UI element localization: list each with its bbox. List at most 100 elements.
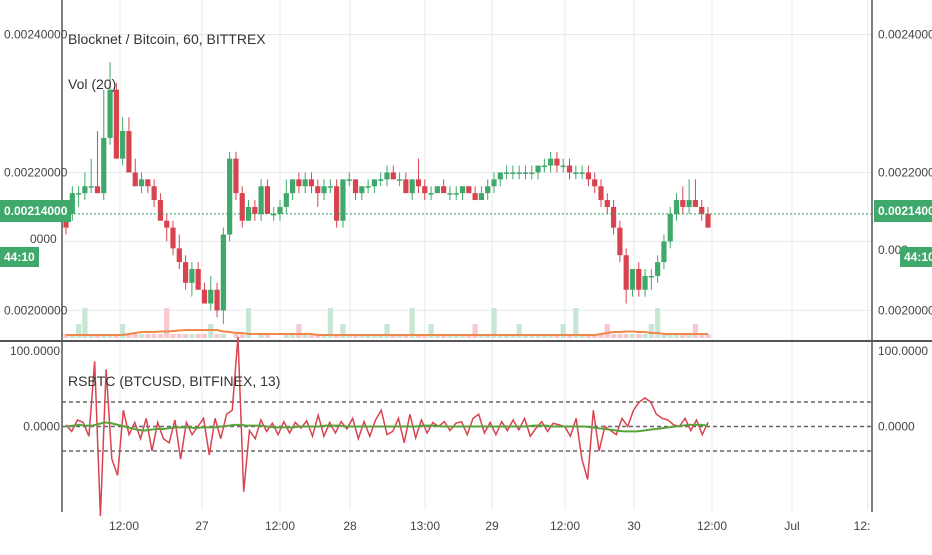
volume-bar <box>170 334 176 338</box>
candle-body <box>390 172 396 180</box>
candle-body <box>491 179 497 187</box>
volume-bar <box>289 334 296 338</box>
candle-body <box>648 275 654 278</box>
volume-bar <box>598 334 604 338</box>
candle-body <box>548 158 554 166</box>
candle-body <box>346 179 352 181</box>
time-tick: 29 <box>485 519 499 533</box>
volume-bar <box>692 324 699 338</box>
left-indicator-tick: 0.0000 <box>23 420 60 434</box>
candle-body <box>120 131 126 159</box>
candle-body <box>403 179 409 194</box>
candle-body <box>107 89 113 138</box>
volume-bar <box>680 334 686 338</box>
candle-body <box>327 186 333 188</box>
time-tick: 12:00 <box>550 519 580 533</box>
right-price-tick: 0.00220000 <box>878 165 932 179</box>
candle-body <box>459 186 466 194</box>
left-price-tick: 0.00240000 <box>4 27 68 41</box>
indicator-title: RSBTC (BTCUSD, BITFINEX, 13) <box>68 373 281 389</box>
candle-body <box>680 200 686 207</box>
volume-bar <box>340 324 346 338</box>
candle-body <box>201 289 208 304</box>
candle-body <box>94 186 101 194</box>
candle-body <box>308 179 315 187</box>
volume-bar <box>428 324 434 338</box>
candle-body <box>642 275 648 290</box>
volume-bar <box>189 334 195 338</box>
volume-bar <box>661 334 667 338</box>
candle-body <box>598 186 604 201</box>
candle-body <box>208 289 214 304</box>
candle-body <box>573 172 579 174</box>
candle-body <box>655 262 661 276</box>
candles <box>63 62 711 325</box>
volume-bar <box>75 324 82 338</box>
candle-body <box>302 179 308 187</box>
candle-body <box>705 213 711 228</box>
candle-body <box>334 186 340 221</box>
candle-body <box>126 131 132 173</box>
candle-body <box>447 193 453 195</box>
candle-body <box>585 172 592 180</box>
candle-body <box>214 289 220 311</box>
volume-bar <box>673 334 680 338</box>
candle-body <box>610 206 617 228</box>
volume-bar <box>560 324 566 338</box>
candle-body <box>617 227 623 256</box>
volume-bar <box>296 324 302 338</box>
candle-body <box>296 179 302 187</box>
volume-bar <box>648 324 654 338</box>
candle-body <box>283 193 289 207</box>
candle-body <box>623 255 629 290</box>
candle-body <box>101 137 107 194</box>
candle-body <box>75 193 82 195</box>
time-tick: 12:00 <box>697 519 727 533</box>
candle-body <box>566 165 573 173</box>
candle-body <box>277 206 283 214</box>
indicator-pane <box>62 336 872 517</box>
candle-body <box>252 206 258 214</box>
left-price-tick: 0.00200000 <box>4 303 68 317</box>
volume-bar <box>516 324 522 338</box>
volume-bar <box>195 334 201 338</box>
candle-body <box>673 200 680 214</box>
candle-body <box>699 206 705 214</box>
candle-body <box>132 172 138 187</box>
candle-body <box>88 186 94 188</box>
volume-bar <box>604 324 610 338</box>
candle-body <box>485 186 491 194</box>
candle-body <box>503 172 510 174</box>
candle-body <box>69 193 75 214</box>
right-indicator-tick: 0.0000 <box>878 420 915 434</box>
candle-body <box>692 200 699 207</box>
volume-bar <box>220 334 226 338</box>
candle-body <box>220 234 226 311</box>
candle-body <box>227 158 233 235</box>
left-countdown-badge: 44:10 <box>0 247 39 267</box>
candle-body <box>441 186 447 194</box>
candle-body <box>579 172 585 174</box>
volume-bar <box>384 324 390 338</box>
left-price-tick: 0000 <box>30 232 57 246</box>
right-indicator-tick: 100.0000 <box>878 344 928 358</box>
candle-body <box>170 227 176 249</box>
right-countdown-badge: 44:10 <box>900 247 932 267</box>
left-price-badge: 0.00214000 <box>0 200 72 222</box>
candle-body <box>289 179 296 194</box>
candle-body <box>164 220 170 228</box>
left-price-tick: 0.00220000 <box>4 165 68 179</box>
candle-body <box>541 165 547 168</box>
volume-bar <box>164 308 170 338</box>
volume-bar <box>699 334 705 338</box>
candle-body <box>378 179 384 181</box>
left-indicator-tick: 100.0000 <box>10 344 60 358</box>
grid <box>0 0 932 512</box>
candle-body <box>560 165 566 168</box>
candle-body <box>453 193 459 195</box>
axes: 0.00240000 0.00220000 0.00200000 0000 0.0024… <box>4 27 932 533</box>
candle-body <box>529 172 535 174</box>
volume-bar <box>283 334 289 338</box>
